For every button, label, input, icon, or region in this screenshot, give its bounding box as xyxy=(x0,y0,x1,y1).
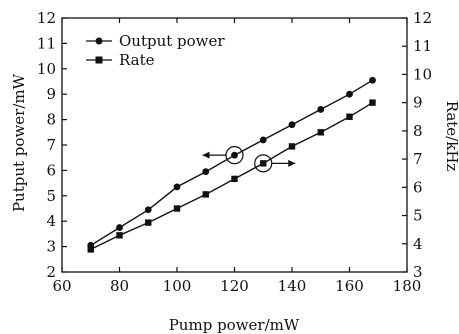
annotation-arrow-head xyxy=(202,151,210,159)
legend-marker-rate xyxy=(95,56,103,64)
y-left-tick-label: 7 xyxy=(46,136,56,154)
axis-ticks: 60 80 100 120 140 160 180 2 3 4 5 6 7 8 9 10 11 12 3 4 5 6 7 8 9… xyxy=(37,9,432,295)
legend-label-output-power: Output power xyxy=(119,32,225,50)
data-point-rate xyxy=(87,246,94,253)
series-layer xyxy=(87,76,376,253)
legend: Output power Rate xyxy=(86,32,225,69)
data-point-output-power xyxy=(288,121,296,129)
x-tick-label: 140 xyxy=(278,277,307,295)
data-point-rate xyxy=(116,232,123,239)
annotation-arrow-head xyxy=(288,159,296,167)
data-point-rate xyxy=(369,99,376,106)
data-point-rate xyxy=(173,205,181,212)
x-tick-label: 180 xyxy=(393,277,422,295)
y-right-tick-label: 10 xyxy=(413,65,432,83)
y-right-tick-label: 3 xyxy=(413,263,423,281)
y-left-tick-label: 8 xyxy=(46,111,56,129)
x-tick-label: 160 xyxy=(335,277,364,295)
data-point-rate xyxy=(317,129,324,136)
y-right-tick-label: 12 xyxy=(413,9,432,27)
y-right-tick-label: 5 xyxy=(413,207,423,225)
x-tick-label: 100 xyxy=(163,277,192,295)
y-left-tick-label: 5 xyxy=(46,187,56,205)
y-left-tick-label: 4 xyxy=(46,212,56,230)
data-point-rate xyxy=(288,143,296,150)
data-point-rate xyxy=(346,113,353,120)
y-left-tick-label: 3 xyxy=(46,238,56,256)
y-right-tick-label: 7 xyxy=(413,150,423,168)
x-axis-title: Pump power/mW xyxy=(169,316,300,334)
x-tick-label: 120 xyxy=(220,277,249,295)
y-right-tick-label: 11 xyxy=(413,37,432,55)
y-left-tick-label: 6 xyxy=(46,161,56,179)
data-point-output-power xyxy=(116,224,123,231)
y-left-tick-label: 12 xyxy=(37,9,56,27)
y-axis-title-right: Rate/kHz xyxy=(443,101,459,172)
data-point-rate xyxy=(231,175,238,183)
data-point-output-power xyxy=(144,206,152,214)
data-point-rate xyxy=(260,160,267,167)
y-left-tick-label: 10 xyxy=(37,60,56,78)
legend-label-rate: Rate xyxy=(119,51,155,69)
y-right-tick-label: 4 xyxy=(413,235,423,253)
y-axis-title-left: Putput power/mW xyxy=(10,73,28,212)
y-right-tick-label: 8 xyxy=(413,122,423,140)
data-point-rate xyxy=(145,219,152,226)
x-tick-label: 60 xyxy=(52,277,71,295)
y-right-tick-label: 9 xyxy=(413,94,423,112)
plot-frame xyxy=(61,17,408,273)
data-point-output-power xyxy=(317,106,325,113)
data-point-rate xyxy=(202,191,209,198)
annotation-layer xyxy=(202,146,296,173)
data-point-output-power xyxy=(369,76,376,84)
x-tick-label: 80 xyxy=(110,277,129,295)
data-point-output-power xyxy=(173,183,181,191)
data-point-output-power xyxy=(259,136,267,144)
y-left-tick-label: 11 xyxy=(37,34,56,52)
legend-marker-output-power xyxy=(95,37,103,45)
y-left-tick-label: 2 xyxy=(46,263,56,281)
y-left-tick-label: 9 xyxy=(46,85,56,103)
data-point-output-power xyxy=(231,151,238,159)
data-point-output-power xyxy=(346,90,353,98)
data-point-output-power xyxy=(202,168,210,176)
y-right-tick-label: 6 xyxy=(413,178,423,196)
